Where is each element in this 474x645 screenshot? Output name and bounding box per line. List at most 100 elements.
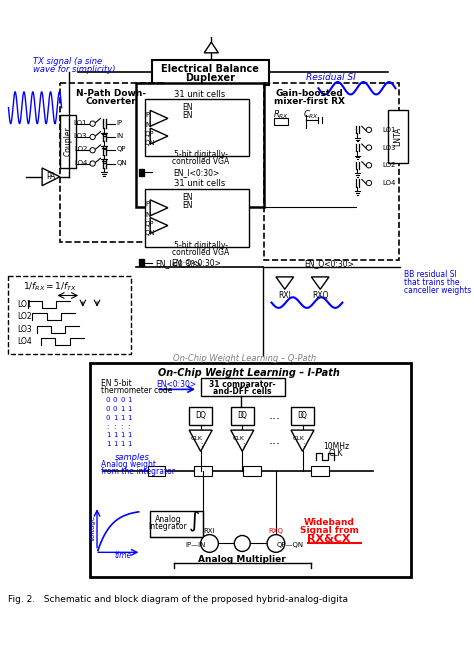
Bar (311, 466, 329, 476)
Text: EN_I<0:30>: EN_I<0:30> (155, 259, 201, 268)
Text: QN: QN (145, 230, 155, 235)
Text: IP—IN: IP—IN (185, 542, 206, 548)
Text: QN: QN (117, 160, 127, 166)
Text: 0: 0 (120, 397, 125, 403)
Bar (388, 110, 408, 163)
Text: canceller weights: canceller weights (404, 286, 472, 295)
Text: BB residual SI: BB residual SI (404, 270, 457, 279)
Polygon shape (189, 430, 212, 452)
Polygon shape (231, 430, 254, 452)
Text: 1: 1 (127, 397, 132, 403)
Text: controlled VGA: controlled VGA (172, 248, 229, 257)
Bar (147, 466, 165, 476)
Circle shape (201, 535, 219, 552)
Text: EN: EN (182, 111, 192, 120)
Text: CLK: CLK (293, 435, 305, 441)
Text: 1: 1 (127, 406, 132, 412)
Text: D: D (237, 411, 243, 419)
Text: LO4: LO4 (74, 160, 87, 166)
Text: :: : (242, 442, 245, 448)
Text: $C_{RX}$: $C_{RX}$ (303, 108, 319, 121)
Text: D: D (195, 411, 201, 419)
Text: QN: QN (145, 140, 155, 146)
Circle shape (90, 121, 95, 126)
Text: IN: IN (145, 123, 152, 128)
Text: RXI: RXI (204, 528, 215, 534)
Text: IP: IP (145, 201, 151, 207)
Text: :: : (201, 442, 203, 448)
Text: EN<0:30>: EN<0:30> (157, 381, 197, 390)
Text: RX&CX: RX&CX (307, 534, 351, 544)
Polygon shape (204, 42, 219, 53)
Text: Residual SI: Residual SI (306, 73, 356, 82)
Text: Signal from: Signal from (300, 526, 358, 535)
Text: QP: QP (117, 146, 126, 152)
Text: 31 unit cells: 31 unit cells (174, 179, 226, 188)
Text: 31 unit cells: 31 unit cells (174, 90, 226, 99)
Text: 0: 0 (106, 415, 110, 421)
Bar (189, 407, 212, 425)
Text: Gain-boosted: Gain-boosted (276, 89, 344, 98)
Circle shape (234, 535, 250, 551)
Text: IP: IP (117, 120, 123, 126)
Text: 1: 1 (106, 432, 110, 439)
Text: 5-bit digitally-: 5-bit digitally- (173, 241, 228, 250)
Text: :: : (302, 442, 305, 448)
Polygon shape (311, 277, 329, 290)
Text: LO2: LO2 (382, 163, 396, 168)
Text: thermometer code: thermometer code (101, 386, 173, 395)
Text: :: : (106, 424, 108, 430)
Bar (274, 119, 288, 125)
Text: $\int$: $\int$ (189, 510, 201, 534)
Bar (90, 362, 410, 577)
Circle shape (366, 127, 372, 132)
Circle shape (90, 134, 95, 139)
Text: IN: IN (145, 212, 152, 218)
Text: 31 comparator-: 31 comparator- (209, 379, 275, 388)
Polygon shape (150, 128, 168, 144)
Text: QP: QP (145, 132, 155, 137)
Text: :: : (113, 424, 115, 430)
Text: Electrical Balance: Electrical Balance (162, 64, 259, 74)
Bar (291, 407, 314, 425)
Text: controlled VGA: controlled VGA (172, 157, 229, 166)
Text: QP: QP (145, 221, 155, 227)
Text: Converter: Converter (86, 97, 137, 106)
Text: Integrator: Integrator (148, 522, 187, 531)
Bar (145, 99, 249, 157)
Polygon shape (42, 168, 60, 186)
Text: RXI: RXI (278, 291, 291, 300)
Text: LO4: LO4 (382, 180, 396, 186)
Text: LO1: LO1 (18, 300, 32, 309)
Bar (139, 259, 144, 266)
Text: 1: 1 (120, 441, 125, 447)
Bar (150, 511, 203, 537)
Text: 1: 1 (127, 432, 132, 439)
Bar (243, 466, 261, 476)
Text: LNTA: LNTA (393, 126, 402, 146)
Polygon shape (150, 217, 168, 233)
Text: LO1: LO1 (382, 127, 396, 133)
Text: Analog weight: Analog weight (101, 460, 156, 469)
Text: 10MHz: 10MHz (323, 442, 349, 451)
Text: RXQ: RXQ (312, 291, 328, 300)
Text: Q: Q (241, 411, 246, 419)
Circle shape (267, 535, 285, 552)
Text: N-Path Down-: N-Path Down- (76, 89, 146, 98)
Bar (201, 378, 285, 395)
Text: LO4: LO4 (18, 337, 32, 346)
Circle shape (90, 148, 95, 153)
Circle shape (366, 163, 372, 168)
Polygon shape (276, 277, 294, 290)
Text: LO3: LO3 (74, 133, 87, 139)
Bar (145, 189, 249, 247)
Text: 1: 1 (127, 441, 132, 447)
Text: EN_Q<0:30>: EN_Q<0:30> (171, 258, 221, 267)
Text: EN_I<0:30>: EN_I<0:30> (173, 168, 219, 177)
Text: CLK: CLK (191, 435, 203, 441)
Text: :: : (120, 424, 122, 430)
Text: LO2: LO2 (18, 312, 32, 321)
Text: 1: 1 (113, 441, 118, 447)
Text: mixer-first RX: mixer-first RX (274, 97, 345, 106)
Text: that trains the: that trains the (404, 278, 460, 287)
